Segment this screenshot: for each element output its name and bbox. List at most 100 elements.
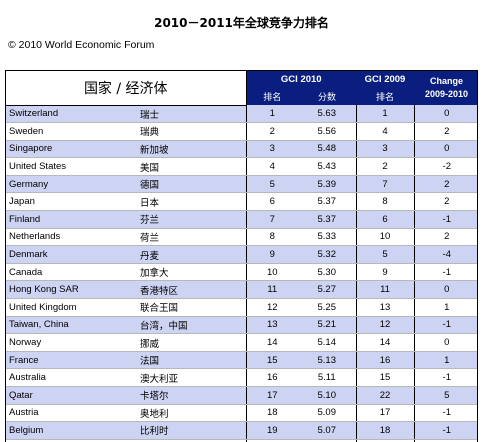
score-2010-header: 分数 xyxy=(298,88,357,105)
rank-2010-cell: 4 xyxy=(246,157,298,176)
gci-2009-header: GCI 2009 xyxy=(356,71,415,88)
table-row: Hong Kong SAR 香港特区 11 5.27 11 0 xyxy=(6,280,477,300)
score-2010-cell: 5.56 xyxy=(298,122,357,141)
rank-2010-cell: 9 xyxy=(246,245,298,264)
country-name-zh: 比利时 xyxy=(136,421,247,440)
rank-2009-cell: 10 xyxy=(356,228,415,247)
country-name-en: Japan xyxy=(6,192,136,212)
rank-2009-cell: 22 xyxy=(356,386,415,405)
ranking-table: 国家 / 经济体 GCI 2010 GCI 2009 Change 2009-2… xyxy=(6,71,477,442)
change-cell: 1 xyxy=(414,351,477,370)
rank-2010-cell: 13 xyxy=(246,316,298,335)
rank-2010-cell: 20 xyxy=(246,439,298,442)
table-row: Canada 加拿大 10 5.30 9 -1 xyxy=(6,263,477,282)
country-name-en: Australia xyxy=(6,368,136,387)
change-cell: 2 xyxy=(414,228,477,247)
table-row: Taiwan, China 台湾，中国 13 5.21 12 -1 xyxy=(6,316,477,335)
rank-2009-cell: 8 xyxy=(356,192,415,212)
rank-2009-cell: 11 xyxy=(356,280,415,300)
country-name-zh: 卡塔尔 xyxy=(136,386,247,405)
change-cell: -4 xyxy=(414,245,477,264)
rank-2010-cell: 17 xyxy=(246,386,298,405)
rank-2009-cell: 4 xyxy=(356,122,415,141)
table-row: United Kingdom 联合王国 12 5.25 13 1 xyxy=(6,298,477,317)
rank-2010-cell: 8 xyxy=(246,228,298,247)
change-cell: 5 xyxy=(414,386,477,405)
score-2010-cell: 5.14 xyxy=(298,333,357,352)
country-name-en: Singapore xyxy=(6,140,136,159)
country-name-zh: 新加坡 xyxy=(136,140,247,159)
change-header: Change 2009-2010 xyxy=(414,71,477,105)
country-name-zh: 法国 xyxy=(136,351,247,370)
change-cell: 2 xyxy=(414,175,477,194)
country-column-header: 国家 / 经济体 xyxy=(6,71,247,106)
table-row: Netherlands 荷兰 8 5.33 10 2 xyxy=(6,228,477,247)
score-2010-cell: 5.43 xyxy=(298,157,357,176)
rank-2010-cell: 10 xyxy=(246,263,298,282)
country-name-zh: 香港特区 xyxy=(136,280,247,300)
change-cell: 0 xyxy=(414,333,477,352)
rank-2010-cell: 16 xyxy=(246,368,298,387)
rank-2009-cell: 2 xyxy=(356,157,415,176)
score-2010-cell: 5.05 xyxy=(298,439,357,442)
country-name-en: Belgium xyxy=(6,421,136,440)
change-cell: -1 xyxy=(414,404,477,423)
country-name-en: United Kingdom xyxy=(6,298,136,317)
country-name-en: Qatar xyxy=(6,386,136,405)
country-name-en: Luxembourg xyxy=(6,439,136,442)
country-name-zh: 台湾，中国 xyxy=(136,316,247,335)
gci-2010-header: GCI 2010 xyxy=(246,71,357,88)
rank-2010-cell: 6 xyxy=(246,192,298,212)
table-row: Denmark 丹麦 9 5.32 5 -4 xyxy=(6,245,477,264)
country-name-zh: 芬兰 xyxy=(136,210,247,229)
score-2010-cell: 5.48 xyxy=(298,140,357,159)
score-2010-cell: 5.33 xyxy=(298,228,357,247)
change-cell: 1 xyxy=(414,298,477,317)
country-name-en: Finland xyxy=(6,210,136,229)
rank-2009-cell: 15 xyxy=(356,368,415,387)
rank-2010-cell: 1 xyxy=(246,105,298,124)
country-name-zh: 卢森堡 xyxy=(136,439,247,442)
table-row: Sweden 瑞典 2 5.56 4 2 xyxy=(6,122,477,141)
rank-2009-cell: 5 xyxy=(356,245,415,264)
rank-2010-cell: 12 xyxy=(246,298,298,317)
rank-2010-header: 排名 xyxy=(246,88,298,105)
rank-2009-cell: 18 xyxy=(356,421,415,440)
country-name-zh: 瑞典 xyxy=(136,122,247,141)
score-2010-cell: 5.30 xyxy=(298,263,357,282)
change-cell: -1 xyxy=(414,263,477,282)
rank-2010-cell: 19 xyxy=(246,421,298,440)
change-cell: -1 xyxy=(414,316,477,335)
rank-2009-cell: 1 xyxy=(356,105,415,124)
table-row: Australia 澳大利亚 16 5.11 15 -1 xyxy=(6,368,477,387)
country-name-en: Canada xyxy=(6,263,136,282)
score-2010-cell: 5.27 xyxy=(298,280,357,300)
rank-2009-cell: 14 xyxy=(356,333,415,352)
country-name-en: United States xyxy=(6,157,136,176)
score-2010-cell: 5.63 xyxy=(298,105,357,124)
table-row: Germany 德国 5 5.39 7 2 xyxy=(6,175,477,194)
change-cell: 1 xyxy=(414,439,477,442)
country-name-zh: 澳大利亚 xyxy=(136,368,247,387)
table-row: Luxembourg卢森堡205.05211 xyxy=(6,439,477,442)
country-name-en: Norway xyxy=(6,333,136,352)
score-2010-cell: 5.32 xyxy=(298,245,357,264)
rank-2010-cell: 2 xyxy=(246,122,298,141)
country-name-en: Switzerland xyxy=(6,105,136,124)
country-name-zh: 加拿大 xyxy=(136,263,247,282)
change-cell: 0 xyxy=(414,140,477,159)
change-cell: -1 xyxy=(414,368,477,387)
change-cell: 0 xyxy=(414,280,477,300)
score-2010-cell: 5.11 xyxy=(298,368,357,387)
copyright-notice: © 2010 World Economic Forum xyxy=(8,39,155,51)
country-name-zh: 瑞士 xyxy=(136,105,247,124)
rank-2009-cell: 9 xyxy=(356,263,415,282)
score-2010-cell: 5.39 xyxy=(298,175,357,194)
country-name-en: Sweden xyxy=(6,122,136,141)
score-2010-cell: 5.07 xyxy=(298,421,357,440)
change-cell: -1 xyxy=(414,421,477,440)
table-row: France 法国 15 5.13 16 1 xyxy=(6,351,477,370)
country-name-en: Hong Kong SAR xyxy=(6,280,136,300)
change-header-label: Change xyxy=(430,76,464,86)
country-name-en: Denmark xyxy=(6,245,136,264)
